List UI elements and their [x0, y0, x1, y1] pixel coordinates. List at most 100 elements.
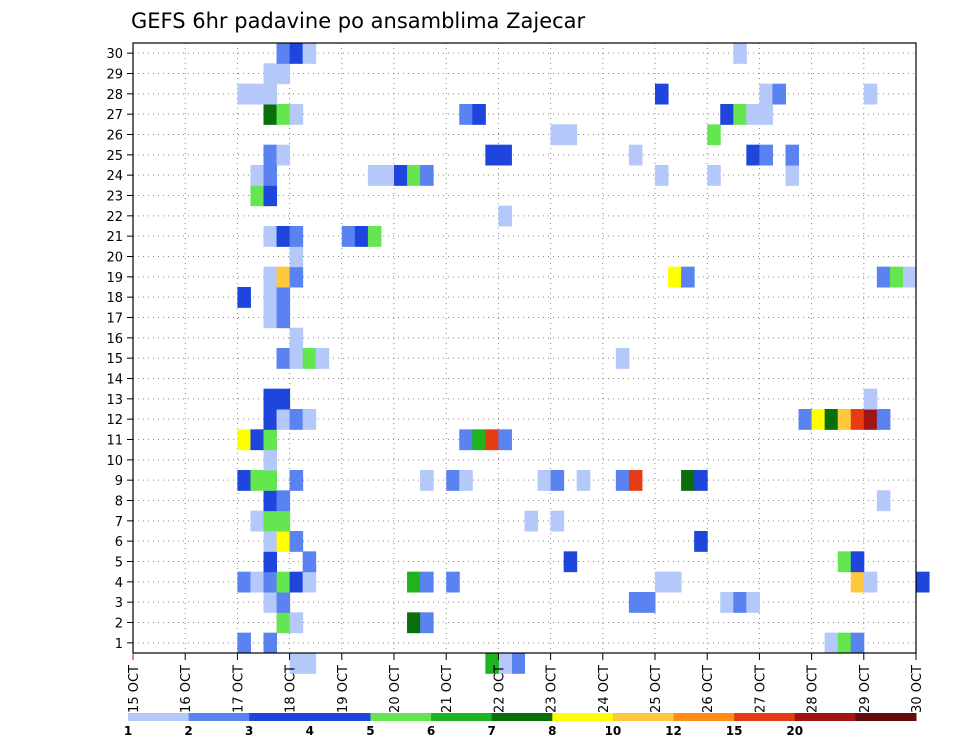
heatmap-cell	[837, 551, 852, 573]
heatmap-cell	[459, 470, 473, 491]
heatmap-cell	[302, 348, 317, 369]
y-tick-label: 2	[115, 617, 123, 632]
heatmap-cell	[459, 429, 473, 451]
y-tick-label: 5	[115, 556, 123, 571]
heatmap-cell	[902, 266, 917, 288]
heatmap-cell	[263, 388, 278, 410]
y-tick-label: 29	[106, 68, 123, 83]
y-tick-label: 19	[106, 271, 123, 286]
y-tick-label: 11	[106, 434, 123, 449]
legend-label: 2	[184, 724, 192, 738]
heatmap-cell	[289, 409, 304, 430]
heatmap-cell	[263, 63, 278, 85]
heatmap-cell	[407, 165, 421, 186]
legend-swatch	[431, 713, 493, 721]
heatmap-cell	[446, 571, 460, 593]
y-tick-label: 10	[106, 454, 123, 469]
x-tick-label: 20 OCT	[388, 665, 403, 713]
heatmap-cell	[407, 612, 421, 634]
x-tick-label: 19 OCT	[336, 665, 351, 713]
heatmap-cell	[746, 104, 760, 125]
x-tick-label: 18 OCT	[284, 665, 299, 713]
heatmap-cell	[681, 266, 695, 288]
heatmap-cell	[537, 470, 552, 491]
y-tick-label: 15	[106, 352, 123, 367]
y-tick-label: 20	[106, 251, 123, 266]
legend-label: 20	[786, 724, 803, 738]
heatmap-cell	[550, 470, 565, 491]
heatmap-cell	[263, 510, 278, 532]
y-tick-label: 27	[106, 108, 123, 123]
heatmap-cell	[302, 571, 317, 593]
legend-label: 3	[245, 724, 253, 738]
heatmap-cell	[485, 429, 499, 451]
heatmap-cell	[276, 226, 291, 247]
heatmap-cell	[263, 287, 278, 308]
heatmap-cell	[641, 592, 656, 613]
heatmap-cell	[720, 592, 734, 613]
heatmap-cell	[237, 632, 251, 654]
heatmap-cell	[876, 409, 891, 430]
heatmap-cell	[302, 409, 317, 430]
heatmap-cell	[237, 83, 251, 105]
y-tick-label: 6	[115, 535, 123, 550]
x-tick-label: 29 OCT	[858, 665, 873, 713]
y-tick-label: 3	[115, 596, 123, 611]
heatmap-cell	[250, 429, 264, 451]
grid-lines	[132, 43, 917, 653]
heatmap-cell	[276, 104, 291, 125]
heatmap-cell	[315, 348, 330, 369]
y-tick-label: 8	[115, 495, 123, 510]
heatmap-cell	[302, 551, 317, 573]
heatmap-cell	[733, 43, 747, 64]
y-tick-label: 18	[106, 291, 123, 306]
heatmap-cell	[380, 165, 395, 186]
heatmap-cell	[276, 348, 291, 369]
heatmap-cell	[459, 104, 473, 125]
heatmap-cell	[563, 124, 578, 146]
heatmap-cell	[772, 83, 786, 105]
heatmap-cell	[289, 266, 304, 288]
heatmap-cell	[276, 592, 291, 613]
heatmap-cell	[916, 571, 930, 593]
plot-frame	[132, 42, 917, 654]
heatmap-cell	[498, 653, 512, 674]
x-tick-label: 27 OCT	[753, 665, 768, 713]
heatmap-cell	[563, 551, 578, 573]
legend-label: 7	[488, 724, 496, 738]
legend-swatch	[612, 713, 675, 721]
legend-label: 15	[726, 724, 743, 738]
heatmap-cell	[263, 571, 278, 593]
y-tick-label: 14	[106, 373, 123, 388]
heatmap-cell	[576, 470, 591, 491]
heatmap-cell	[668, 571, 682, 593]
x-tick-label: 26 OCT	[701, 665, 716, 713]
heatmap-cell	[720, 104, 734, 125]
legend-swatch	[370, 713, 432, 721]
heatmap-cell	[289, 612, 304, 634]
x-axis-ticks: 15 OCT 16 OCT 17 OCT 18 OCT 19 OCT 20 OCT 21 O…	[127, 653, 925, 713]
heatmap-cell	[289, 246, 304, 268]
heatmap-cell	[394, 165, 408, 186]
legend-label: 1	[124, 724, 132, 738]
heatmap-cell	[863, 409, 878, 430]
heatmap-cell	[485, 144, 499, 166]
legend-swatch	[188, 713, 250, 721]
heatmap-cell	[367, 226, 382, 247]
y-tick-label: 24	[106, 169, 123, 184]
heatmap-cell	[681, 470, 695, 491]
heatmap-cell	[263, 104, 278, 125]
y-tick-label: 1	[115, 637, 123, 652]
heatmap-cell	[276, 287, 291, 308]
heatmap-cell	[628, 144, 643, 166]
heatmap-cell	[550, 124, 565, 146]
heatmap-cell	[263, 449, 278, 471]
heatmap-cell	[263, 144, 278, 166]
heatmap-cell	[276, 571, 291, 593]
heatmap-cell	[733, 104, 747, 125]
heatmap-cell	[289, 571, 304, 593]
y-axis-ticks: 1234567891011121314151617181920212223242…	[106, 47, 133, 652]
heatmap-cell	[276, 490, 291, 512]
color-legend: 1 2 3 4 5 6 7 8 10 12 15 20	[124, 713, 917, 738]
heatmap-cell	[237, 287, 251, 308]
